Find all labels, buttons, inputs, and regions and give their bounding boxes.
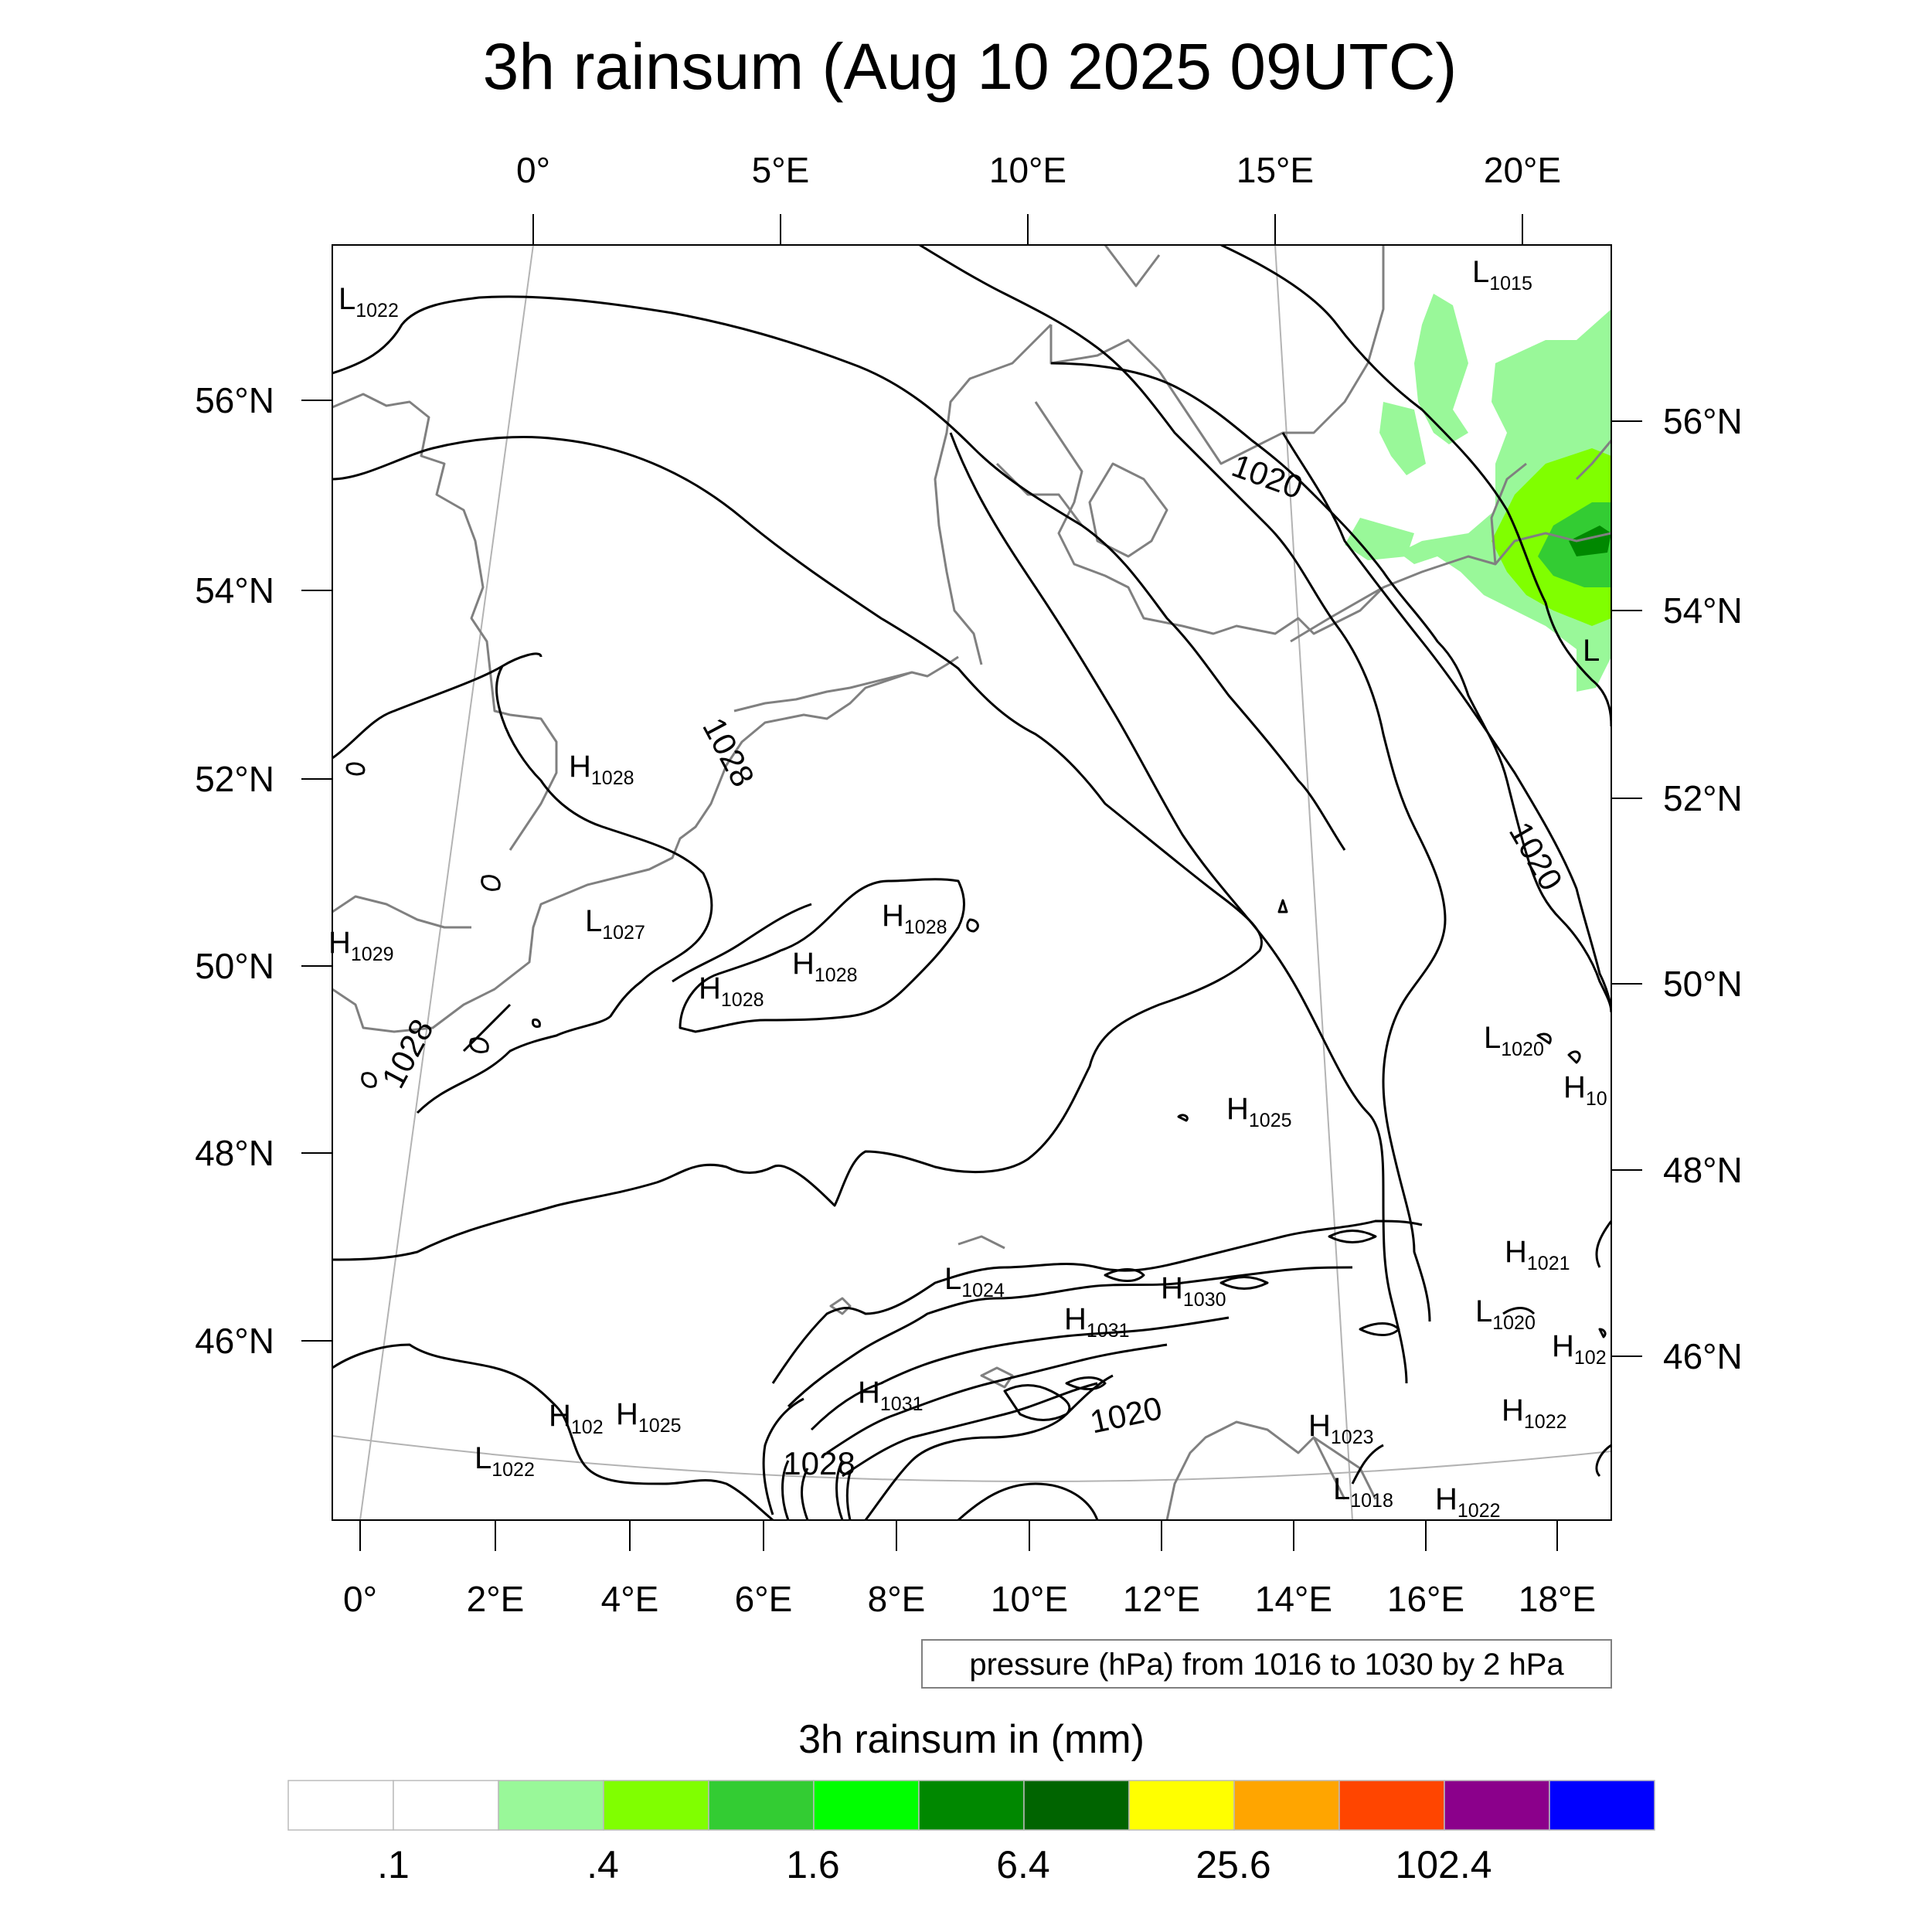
- pressure-center-label: H1022: [1435, 1482, 1501, 1522]
- pressure-center-label: H102: [549, 1399, 604, 1438]
- colorbar-title: 3h rainsum in (mm): [798, 1717, 1145, 1762]
- pressure-center-label: H1031: [858, 1376, 923, 1415]
- lon-tick-label-bottom: 16°E: [1387, 1579, 1464, 1619]
- lat-tick-label-left: 56°N: [195, 380, 274, 420]
- colorbar-swatch: [918, 1780, 1025, 1831]
- pressure-center-label: H1025: [616, 1397, 682, 1437]
- pressure-center-label: H102: [1552, 1329, 1607, 1369]
- pressure-contours: [332, 245, 1611, 1520]
- rain-area-light: [1379, 402, 1426, 475]
- pressure-center-label: L1022: [338, 282, 399, 321]
- pressure-center-label: H1031: [1064, 1302, 1130, 1342]
- graticule: [332, 245, 1611, 1520]
- pressure-center-label: H1023: [1308, 1409, 1374, 1448]
- contour-label: 1028: [696, 712, 761, 793]
- colorbar-swatch: [603, 1780, 709, 1831]
- lon-tick-label-bottom: 12°E: [1123, 1579, 1200, 1619]
- pressure-center-labels: L1022 L1015 H1028 L1027 H1029 H1028 H102…: [328, 255, 1607, 1522]
- map-panel: 1020 1020 1020 1028 1028 1028 L1022 L101…: [195, 150, 1743, 1619]
- lon-tick-label-bottom: 4°E: [601, 1579, 659, 1619]
- colorbar-swatch: [1023, 1780, 1130, 1831]
- map-frame: [332, 244, 1612, 1521]
- colorbar-swatches: [287, 1780, 1655, 1831]
- contour-label: 1020: [1087, 1389, 1165, 1440]
- axis-tick-labels: 0° 5°E 10°E 15°E 20°E 0° 2°E 4°E 6°E 8°E…: [195, 150, 1743, 1619]
- coastlines: [332, 245, 1611, 1520]
- figure-title: 3h rainsum (Aug 10 2025 09UTC): [483, 30, 1458, 103]
- pressure-center-label: H1021: [1505, 1235, 1570, 1274]
- lon-tick-label-bottom: 2°E: [467, 1579, 525, 1619]
- pressure-center-label: H1029: [328, 926, 394, 965]
- lon-tick-label-top: 10°E: [989, 150, 1066, 190]
- lat-tick-label-right: 48°N: [1663, 1150, 1743, 1190]
- lat-tick-label-right: 46°N: [1663, 1336, 1743, 1376]
- rainfall-shading: [1345, 294, 1611, 692]
- lon-tick-label-bottom: 14°E: [1255, 1579, 1332, 1619]
- pressure-center-label: L1018: [1333, 1472, 1393, 1512]
- lon-tick-label-top: 5°E: [752, 150, 810, 190]
- colorbar-tick-label: 25.6: [1196, 1843, 1270, 1886]
- lon-tick-label-top: 15°E: [1236, 150, 1314, 190]
- colorbar-swatch: [498, 1780, 604, 1831]
- lat-tick-label-right: 50°N: [1663, 964, 1743, 1004]
- colorbar-tick-label: 102.4: [1395, 1843, 1492, 1886]
- pressure-center-label: L1020: [1475, 1294, 1536, 1334]
- colorbar-swatch: [1233, 1780, 1340, 1831]
- lon-tick-label-bottom: 8°E: [868, 1579, 926, 1619]
- pressure-center-label: L1027: [585, 904, 645, 944]
- colorbar-swatch: [393, 1780, 499, 1831]
- lon-tick-label-bottom: 6°E: [735, 1579, 793, 1619]
- pressure-center-label: H1030: [1161, 1271, 1226, 1311]
- lat-tick-label-right: 52°N: [1663, 778, 1743, 818]
- lat-tick-label-left: 48°N: [195, 1133, 274, 1173]
- pressure-center-label: L1024: [944, 1262, 1005, 1301]
- pressure-center-label: L1022: [474, 1441, 535, 1481]
- lat-tick-label-left: 46°N: [195, 1321, 274, 1361]
- rain-area-light: [1345, 518, 1414, 560]
- colorbar-swatch: [813, 1780, 920, 1831]
- pressure-center-label: H1028: [569, 750, 634, 789]
- lon-tick-label-top: 0°: [516, 150, 550, 190]
- lon-tick-label-bottom: 18°E: [1519, 1579, 1596, 1619]
- lon-tick-label-top: 20°E: [1484, 150, 1561, 190]
- colorbar-swatch: [1338, 1780, 1445, 1831]
- pressure-center-label: H1025: [1226, 1092, 1292, 1131]
- contour-label: 1028: [375, 1013, 440, 1094]
- pressure-center-label: H1022: [1502, 1393, 1567, 1433]
- pressure-center-label: L1015: [1472, 255, 1532, 294]
- lat-tick-label-left: 50°N: [195, 946, 274, 986]
- colorbar-tick-label: 6.4: [996, 1843, 1050, 1886]
- lat-tick-label-left: 54°N: [195, 570, 274, 611]
- colorbar-swatch: [1128, 1780, 1235, 1831]
- lon-tick-label-bottom: 10°E: [991, 1579, 1068, 1619]
- pressure-center-label: L: [1583, 634, 1600, 668]
- pressure-center-label: H1028: [699, 971, 764, 1011]
- colorbar-swatch: [287, 1780, 394, 1831]
- lat-tick-label-left: 52°N: [195, 759, 274, 799]
- colorbar-swatch: [708, 1780, 815, 1831]
- contour-info-box: pressure (hPa) from 1016 to 1030 by 2 hP…: [921, 1639, 1612, 1689]
- contour-label: 1028: [783, 1445, 855, 1481]
- pressure-center-label: H1028: [882, 899, 947, 938]
- pressure-center-label: L1020: [1484, 1021, 1544, 1060]
- lat-tick-label-right: 56°N: [1663, 401, 1743, 441]
- lat-tick-label-right: 54°N: [1663, 590, 1743, 631]
- colorbar: 3h rainsum in (mm) .1 .4 1.6 6.4 25.6 10…: [287, 1717, 1655, 1886]
- colorbar-tick-label: .4: [587, 1843, 619, 1886]
- colorbar-tick-labels: .1 .4 1.6 6.4 25.6 102.4: [377, 1843, 1492, 1886]
- colorbar-swatch: [1444, 1780, 1550, 1831]
- contour-label: 1020: [1502, 816, 1570, 896]
- pressure-center-label: H10: [1563, 1070, 1607, 1110]
- colorbar-swatch: [1549, 1780, 1655, 1831]
- colorbar-tick-label: .1: [377, 1843, 410, 1886]
- pressure-center-label: H1028: [792, 947, 858, 986]
- rain-area-peak: [1569, 526, 1611, 556]
- lon-tick-label-bottom: 0°: [343, 1579, 377, 1619]
- colorbar-tick-label: 1.6: [786, 1843, 840, 1886]
- axis-ticks: [301, 214, 1642, 1551]
- contour-info-text: pressure (hPa) from 1016 to 1030 by 2 hP…: [969, 1648, 1564, 1682]
- rain-area-light: [1414, 294, 1468, 444]
